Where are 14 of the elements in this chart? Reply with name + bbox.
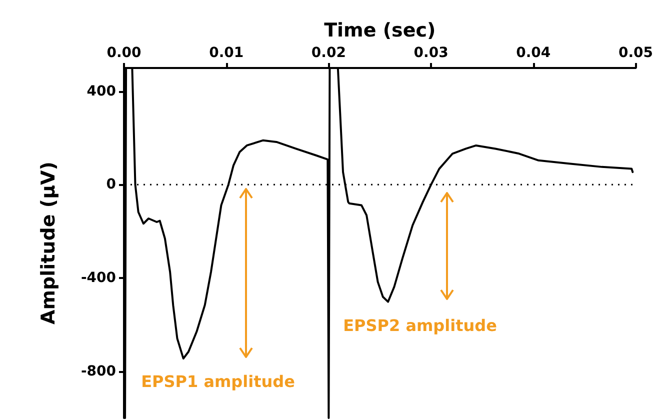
annotation: EPSP2 amplitude — [343, 316, 497, 335]
y-tick-label: 400 — [86, 83, 116, 100]
y-tick-label: 0 — [106, 176, 116, 193]
y-axis-title: Amplitude (µV) — [38, 162, 60, 324]
annotation: EPSP1 amplitude — [141, 372, 295, 391]
y-tick-label: -400 — [80, 270, 116, 286]
x-axis-title: Time (sec) — [324, 20, 436, 42]
x-tick-label: 0.04 — [516, 45, 551, 61]
x-tick-label: 0.01 — [209, 45, 244, 61]
x-tick-label: 0.03 — [414, 45, 448, 61]
x-tick-label: 0.02 — [311, 45, 346, 61]
y-tick-label: -800 — [80, 363, 116, 380]
x-tick-label: 0.05 — [618, 45, 653, 61]
x-tick-label: 0.00 — [106, 45, 142, 61]
